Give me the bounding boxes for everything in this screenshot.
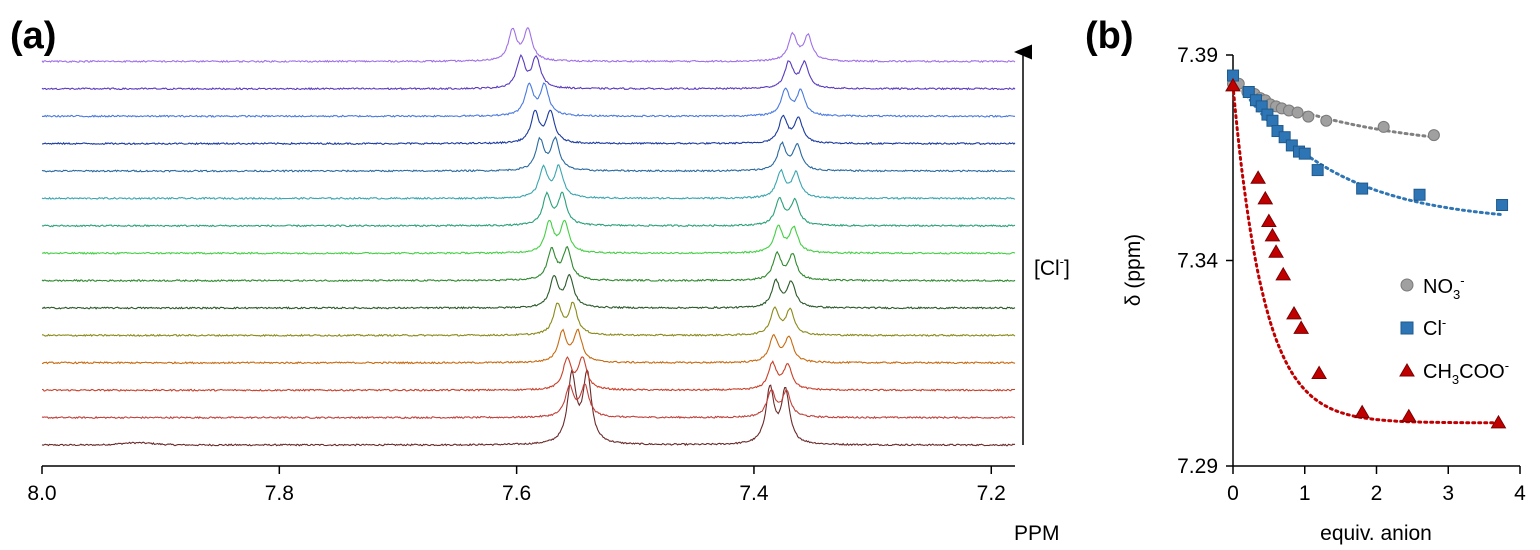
data-point <box>1496 199 1509 212</box>
data-point <box>1311 365 1327 380</box>
y-tick-label-b: 7.39 <box>1177 44 1218 67</box>
spectrum-trace <box>41 27 1016 64</box>
spectrum-trace <box>41 82 1016 118</box>
data-point <box>1285 139 1298 152</box>
legend-marker-cl <box>1400 321 1414 335</box>
data-point <box>1302 110 1315 123</box>
data-point <box>1261 213 1277 227</box>
spectrum-trace <box>41 191 1016 228</box>
x-tick-label-a: 7.2 <box>977 482 1006 505</box>
x-tick-label-a: 7.6 <box>502 482 531 505</box>
x-tick-label-b: 3 <box>1442 482 1454 505</box>
x-ticks-a: 8.0 7.8 7.6 7.4 7.2 <box>27 466 1006 505</box>
x-tick-label-a: 8.0 <box>27 482 56 505</box>
data-point <box>1311 164 1324 177</box>
spectrum-trace <box>41 356 1016 392</box>
spectrum-trace <box>41 368 1016 447</box>
data-point <box>1257 190 1274 205</box>
x-axis-title-b: equiv. anion <box>1320 522 1432 545</box>
spectrum-trace <box>41 219 1016 255</box>
spectrum-trace <box>41 301 1016 338</box>
data-point <box>1298 147 1311 160</box>
data-point <box>1291 106 1304 119</box>
data-point <box>1377 120 1390 133</box>
spectrum-trace <box>42 273 1016 310</box>
legend-label-acetate: CH3COO- <box>1423 358 1509 387</box>
data-point <box>1356 182 1369 195</box>
data-point <box>1268 244 1284 258</box>
data-point <box>1264 227 1281 242</box>
data-point <box>1354 404 1371 419</box>
ticks-b: 0 1 2 3 4 7.29 7.34 7.39 <box>1177 44 1526 505</box>
data-point <box>1427 129 1440 142</box>
spectrum-trace <box>41 164 1016 201</box>
spectrum-trace <box>41 135 1016 173</box>
panel-a-label: (a) <box>10 15 56 57</box>
spectrum-trace <box>41 246 1016 283</box>
spectrum-trace <box>41 328 1016 365</box>
data-point <box>1278 131 1291 144</box>
data-point <box>1320 114 1333 127</box>
x-tick-label-b: 4 <box>1514 482 1526 505</box>
legend-label-cl: Cl- <box>1423 315 1446 340</box>
data-point <box>1490 414 1507 429</box>
nmr-spectra-stack <box>41 27 1016 447</box>
x-axis-title-a: PPM <box>1014 522 1060 545</box>
data-point <box>1225 77 1241 92</box>
legend-marker-no3 <box>1400 278 1414 292</box>
x-tick-label-b: 1 <box>1299 482 1311 505</box>
y-axis-title-b: δ (ppm) <box>1122 234 1145 306</box>
x-tick-label-b: 2 <box>1371 482 1383 505</box>
legend: NO3- Cl- CH3COO- <box>1399 273 1509 387</box>
spectrum-trace <box>41 53 1016 91</box>
y-tick-label-b: 7.29 <box>1177 455 1218 478</box>
data-point <box>1271 125 1284 138</box>
x-tick-label-a: 7.4 <box>739 482 769 505</box>
legend-label-no3: NO3- <box>1423 273 1465 302</box>
data-point <box>1275 266 1292 281</box>
data-point <box>1400 408 1417 423</box>
panel-a-spectra: (a) 8.0 7.8 7.6 7.4 7.2 PPM [Cl-] <box>10 15 1070 545</box>
data-point <box>1266 114 1279 127</box>
panel-b-scatter: (b) 0 1 2 3 4 7.29 7.34 7.39 δ (ppm) equiv. ani… <box>1085 15 1526 545</box>
y-tick-label-b: 7.34 <box>1177 250 1218 273</box>
legend-marker-acetate <box>1399 363 1415 377</box>
data-point <box>1250 170 1266 184</box>
fit-curve <box>1231 84 1500 425</box>
data-points <box>1225 69 1509 429</box>
data-point <box>1413 188 1426 201</box>
arrow-label-cl: [Cl-] <box>1034 254 1070 280</box>
x-tick-label-b: 0 <box>1227 482 1239 505</box>
data-point <box>1242 85 1255 98</box>
x-tick-label-a: 7.8 <box>265 482 294 505</box>
spectrum-trace <box>41 382 1016 420</box>
panel-b-label: (b) <box>1085 15 1134 57</box>
data-point <box>1286 305 1302 320</box>
data-point <box>1293 320 1310 334</box>
spectrum-trace <box>41 109 1016 146</box>
